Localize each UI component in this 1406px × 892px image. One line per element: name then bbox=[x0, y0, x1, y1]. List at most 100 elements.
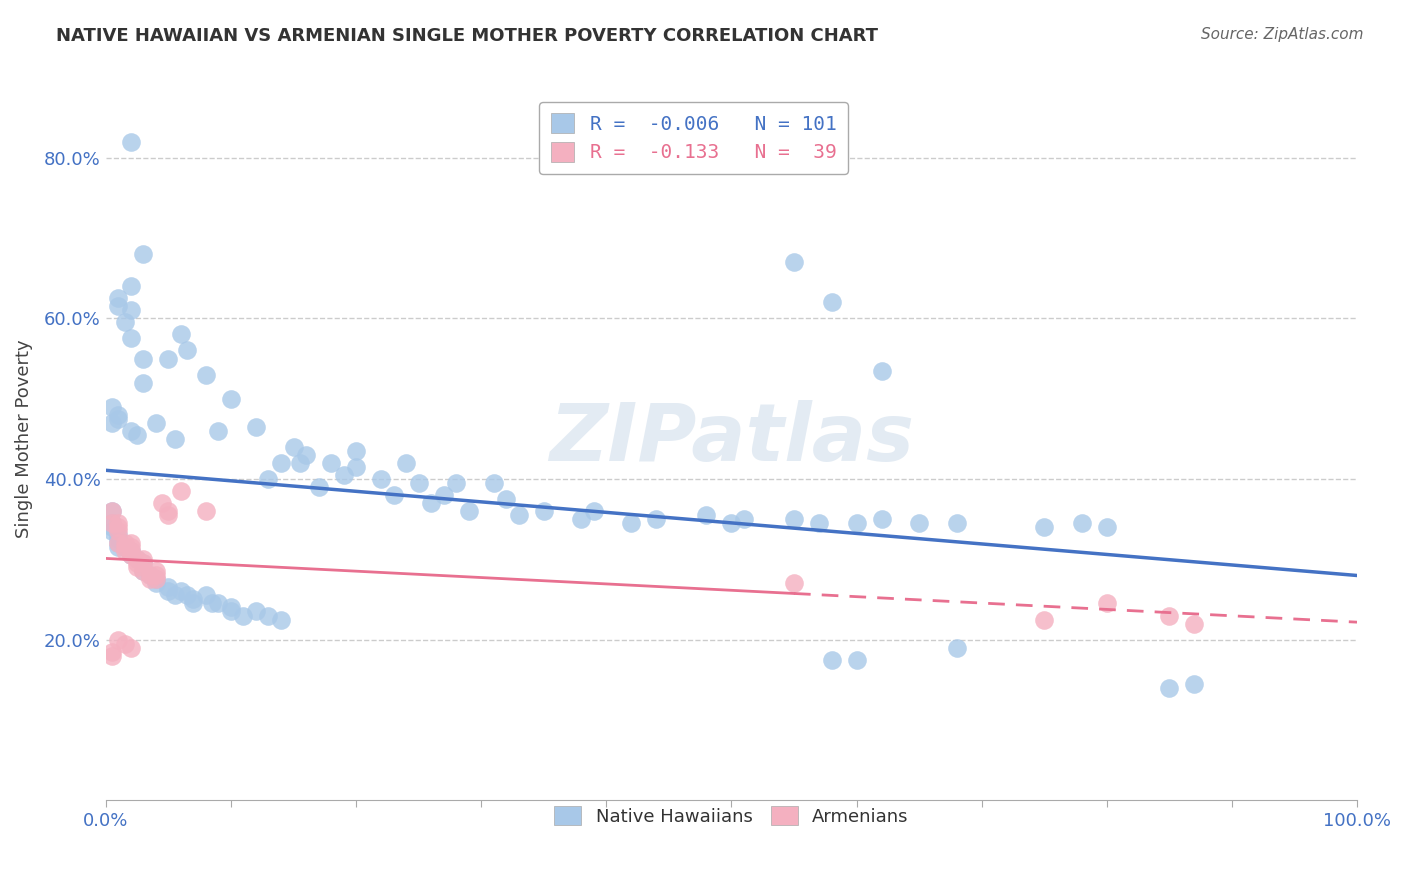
Point bbox=[1159, 608, 1181, 623]
Point bbox=[107, 528, 129, 542]
Point bbox=[107, 536, 129, 550]
Point bbox=[127, 552, 149, 566]
Point bbox=[157, 504, 180, 518]
Point bbox=[720, 516, 742, 530]
Point bbox=[101, 524, 124, 538]
Point bbox=[845, 516, 868, 530]
Point bbox=[569, 512, 592, 526]
Point bbox=[120, 279, 142, 293]
Point bbox=[176, 343, 198, 358]
Point bbox=[257, 608, 280, 623]
Point bbox=[1095, 520, 1118, 534]
Point bbox=[101, 416, 124, 430]
Point bbox=[138, 568, 160, 582]
Point bbox=[114, 315, 136, 329]
Point bbox=[127, 560, 149, 574]
Point bbox=[120, 549, 142, 563]
Point bbox=[120, 303, 142, 318]
Point bbox=[1033, 520, 1056, 534]
Point bbox=[107, 524, 129, 538]
Point bbox=[107, 291, 129, 305]
Point bbox=[870, 363, 893, 377]
Point bbox=[194, 368, 217, 382]
Point bbox=[145, 573, 167, 587]
Point bbox=[132, 247, 155, 261]
Point bbox=[138, 568, 160, 582]
Point bbox=[257, 472, 280, 486]
Point bbox=[194, 504, 217, 518]
Point bbox=[1159, 681, 1181, 695]
Point bbox=[120, 331, 142, 345]
Text: ZIPatlas: ZIPatlas bbox=[548, 400, 914, 478]
Point bbox=[120, 536, 142, 550]
Point bbox=[138, 573, 160, 587]
Point bbox=[582, 504, 605, 518]
Point bbox=[783, 255, 806, 269]
Point bbox=[207, 424, 229, 438]
Point bbox=[107, 533, 129, 547]
Point bbox=[945, 640, 967, 655]
Point bbox=[508, 508, 530, 522]
Point bbox=[733, 512, 755, 526]
Point bbox=[120, 424, 142, 438]
Point bbox=[1070, 516, 1092, 530]
Point bbox=[219, 605, 242, 619]
Point bbox=[1095, 597, 1118, 611]
Point bbox=[101, 504, 124, 518]
Point bbox=[783, 512, 806, 526]
Point bbox=[101, 516, 124, 530]
Point bbox=[107, 408, 129, 422]
Point bbox=[114, 536, 136, 550]
Point bbox=[433, 488, 456, 502]
Point bbox=[808, 516, 831, 530]
Point bbox=[945, 516, 967, 530]
Point bbox=[132, 552, 155, 566]
Point bbox=[101, 400, 124, 414]
Point bbox=[695, 508, 717, 522]
Point bbox=[183, 592, 205, 607]
Point bbox=[176, 589, 198, 603]
Point bbox=[107, 536, 129, 550]
Point bbox=[457, 504, 479, 518]
Point bbox=[645, 512, 668, 526]
Point bbox=[145, 416, 167, 430]
Point bbox=[101, 504, 124, 518]
Point bbox=[127, 557, 149, 571]
Point bbox=[845, 653, 868, 667]
Point bbox=[194, 589, 217, 603]
Point bbox=[395, 456, 418, 470]
Point bbox=[157, 508, 180, 522]
Point bbox=[114, 541, 136, 555]
Point bbox=[150, 496, 173, 510]
Point bbox=[120, 549, 142, 563]
Point bbox=[132, 376, 155, 390]
Point bbox=[219, 600, 242, 615]
Point bbox=[107, 520, 129, 534]
Point bbox=[114, 541, 136, 555]
Point bbox=[783, 576, 806, 591]
Point bbox=[132, 557, 155, 571]
Point bbox=[145, 568, 167, 582]
Point bbox=[1182, 677, 1205, 691]
Point bbox=[101, 648, 124, 663]
Point bbox=[245, 419, 267, 434]
Point bbox=[219, 392, 242, 406]
Point bbox=[132, 565, 155, 579]
Point bbox=[332, 467, 354, 482]
Legend: Native Hawaiians, Armenians: Native Hawaiians, Armenians bbox=[546, 797, 918, 835]
Point bbox=[107, 541, 129, 555]
Point bbox=[157, 351, 180, 366]
Text: Source: ZipAtlas.com: Source: ZipAtlas.com bbox=[1201, 27, 1364, 42]
Point bbox=[183, 597, 205, 611]
Point bbox=[444, 475, 467, 490]
Point bbox=[232, 608, 254, 623]
Point bbox=[270, 456, 292, 470]
Point bbox=[382, 488, 405, 502]
Point bbox=[533, 504, 555, 518]
Point bbox=[120, 541, 142, 555]
Point bbox=[245, 605, 267, 619]
Point bbox=[145, 565, 167, 579]
Point bbox=[114, 544, 136, 558]
Point bbox=[170, 584, 193, 599]
Point bbox=[157, 584, 180, 599]
